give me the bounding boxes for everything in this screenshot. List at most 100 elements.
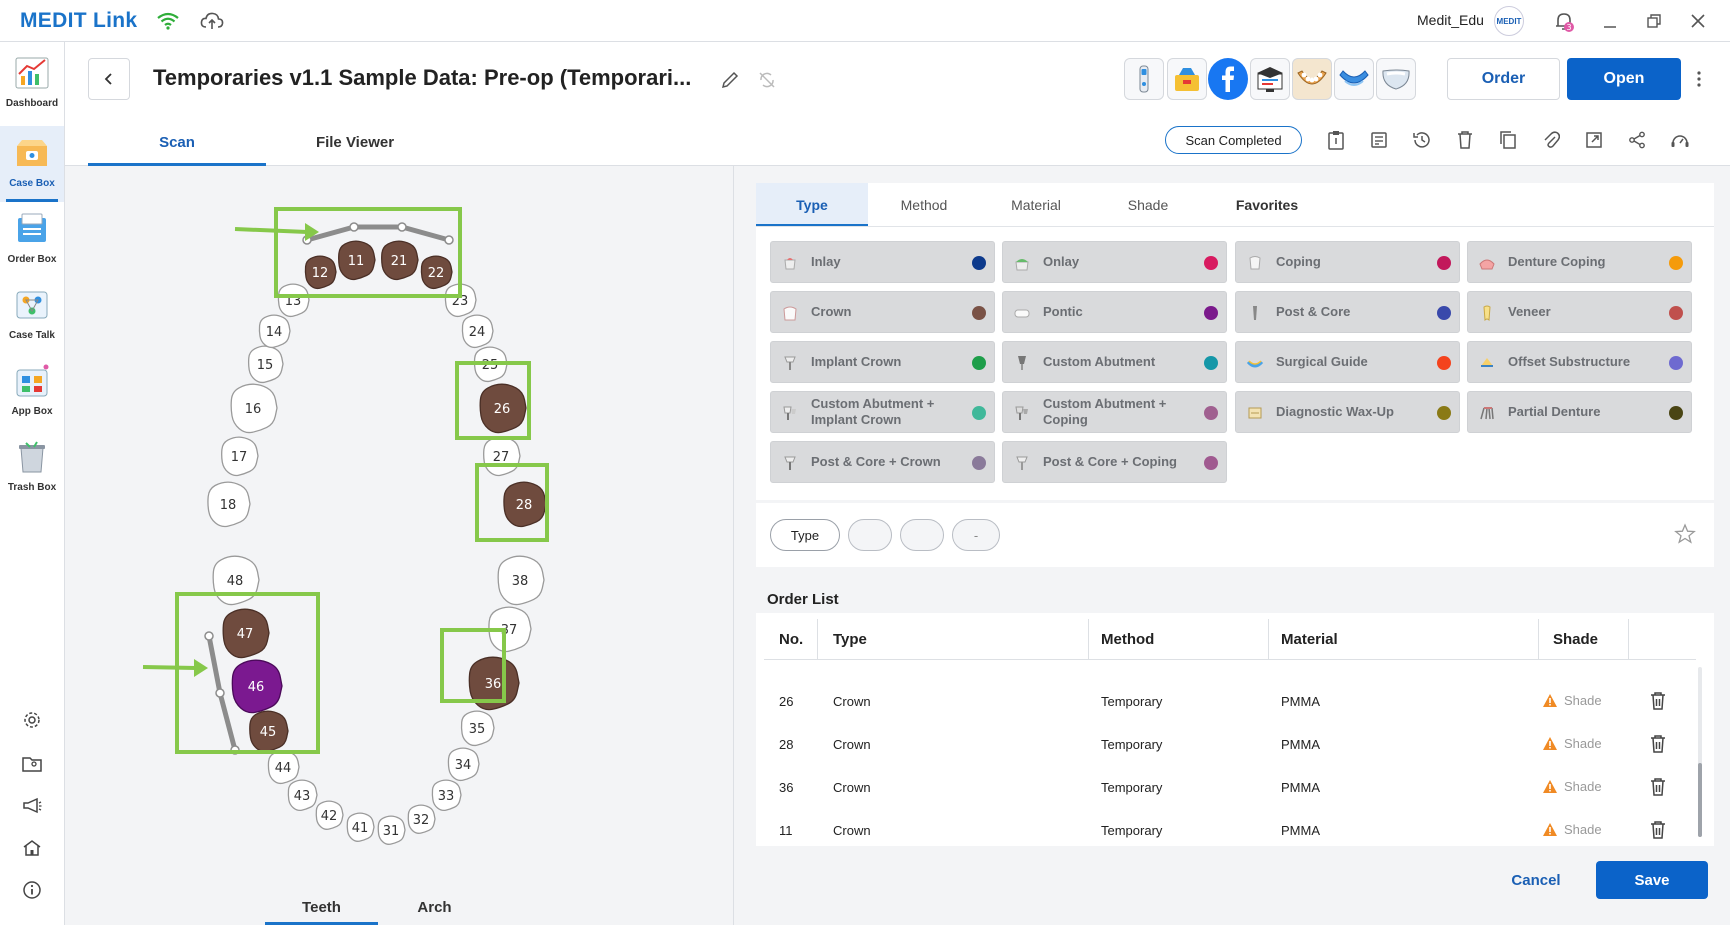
type-option-veneer[interactable]: Veneer — [1467, 291, 1692, 333]
username[interactable]: Medit_Edu — [1417, 12, 1484, 28]
tooth-21[interactable]: 21 — [382, 241, 418, 279]
type-option-post-core[interactable]: Post & Core — [1235, 291, 1460, 333]
tooth-12[interactable]: 12 — [305, 256, 336, 288]
save-button[interactable]: Save — [1596, 861, 1708, 899]
tab-scan[interactable]: Scan — [88, 118, 266, 166]
note-icon[interactable] — [1367, 128, 1391, 152]
tooth-46[interactable]: 46 — [232, 660, 282, 712]
tooth-31[interactable]: 31 — [378, 816, 405, 844]
copy-icon[interactable] — [1496, 128, 1520, 152]
facebook-icon[interactable] — [1208, 58, 1248, 100]
close-icon[interactable] — [1686, 9, 1710, 33]
trash-icon[interactable] — [1649, 777, 1667, 797]
sidebar-item-trash-box[interactable]: Trash Box — [0, 430, 64, 506]
subtab-type[interactable]: Type — [756, 183, 868, 226]
tab-teeth[interactable]: Teeth — [265, 889, 378, 925]
tooth-43[interactable]: 43 — [288, 780, 317, 810]
history-icon[interactable] — [1410, 128, 1434, 152]
folder-user-icon[interactable] — [20, 752, 44, 776]
type-option-partial-denture[interactable]: Partial Denture — [1467, 391, 1692, 433]
tooth-24[interactable]: 24 — [462, 315, 493, 347]
type-option-post-core-coping[interactable]: Post & Core + Coping — [1002, 441, 1227, 483]
megaphone-icon[interactable] — [20, 794, 44, 818]
type-option-inlay[interactable]: Inlay — [770, 241, 995, 283]
type-option-pontic[interactable]: Pontic — [1002, 291, 1227, 333]
settings-icon[interactable] — [20, 708, 44, 732]
sidebar-item-case-box[interactable]: Case Box — [0, 126, 64, 202]
type-option-custom-abutment-implant-crown[interactable]: Custom Abutment + Implant Crown — [770, 391, 995, 433]
tooth-15[interactable]: 15 — [249, 346, 283, 382]
subtab-favorites[interactable]: Favorites — [1204, 183, 1330, 226]
tooth-14[interactable]: 14 — [259, 315, 290, 347]
edit-icon[interactable] — [720, 70, 740, 94]
tooth-48[interactable]: 48 — [213, 556, 259, 604]
tooth-44[interactable]: 44 — [268, 751, 299, 783]
delete-icon[interactable] — [1453, 128, 1477, 152]
tooth-47[interactable]: 47 — [223, 609, 269, 657]
shade-cell[interactable]: Shade — [1542, 693, 1602, 708]
tooth-33[interactable]: 33 — [432, 780, 461, 810]
open-button[interactable]: Open — [1567, 58, 1681, 100]
type-option-diagnostic-wax-up[interactable]: Diagnostic Wax-Up — [1235, 391, 1460, 433]
shade-cell[interactable]: Shade — [1542, 779, 1602, 794]
toolbox-app-icon[interactable] — [1167, 58, 1207, 100]
trash-icon[interactable] — [1649, 734, 1667, 754]
support-icon[interactable] — [1668, 128, 1692, 152]
type-option-implant-crown[interactable]: Implant Crown — [770, 341, 995, 383]
filter-chip-shade[interactable]: - — [952, 519, 1000, 551]
unlink-icon[interactable] — [757, 70, 777, 94]
tooth-22[interactable]: 22 — [421, 256, 452, 288]
star-icon[interactable] — [1674, 523, 1696, 545]
attachment-icon[interactable] — [1539, 128, 1563, 152]
tooth-38[interactable]: 38 — [498, 556, 544, 604]
type-option-onlay[interactable]: Onlay — [1002, 241, 1227, 283]
splints-app-icon[interactable] — [1334, 58, 1374, 100]
cloud-sync-icon[interactable] — [200, 10, 224, 32]
tooth-32[interactable]: 32 — [408, 805, 435, 833]
bell-icon[interactable]: 3 — [1552, 9, 1576, 33]
share-icon[interactable] — [1625, 128, 1649, 152]
type-option-surgical-guide[interactable]: Surgical Guide — [1235, 341, 1460, 383]
subtab-material[interactable]: Material — [980, 183, 1092, 226]
sidebar-item-dashboard[interactable]: Dashboard — [0, 46, 64, 122]
info-icon[interactable] — [20, 878, 44, 902]
subtab-method[interactable]: Method — [868, 183, 980, 226]
tooth-chart[interactable]: 1817161514131211 212223242526272838373635… — [65, 166, 734, 886]
tooth-27[interactable]: 27 — [484, 437, 520, 475]
tooth-16[interactable]: 16 — [231, 384, 277, 432]
tab-file-viewer[interactable]: File Viewer — [266, 118, 444, 166]
tooth-13[interactable]: 13 — [278, 284, 309, 316]
tooth-34[interactable]: 34 — [448, 748, 479, 780]
sidebar-item-app-box[interactable]: App Box — [0, 354, 64, 430]
type-option-offset-substructure[interactable]: Offset Substructure — [1467, 341, 1692, 383]
tab-arch[interactable]: Arch — [378, 889, 491, 925]
scrollbar-thumb[interactable] — [1698, 763, 1702, 837]
type-option-custom-abutment[interactable]: Custom Abutment — [1002, 341, 1227, 383]
tooth-41[interactable]: 41 — [347, 813, 374, 841]
trash-icon[interactable] — [1649, 691, 1667, 711]
trash-icon[interactable] — [1649, 820, 1667, 840]
type-option-post-core-crown[interactable]: Post & Core + Crown — [770, 441, 995, 483]
tooth-45[interactable]: 45 — [250, 711, 288, 751]
scanner-app-icon[interactable] — [1124, 58, 1164, 100]
sidebar-item-order-box[interactable]: Order Box — [0, 202, 64, 278]
tooth-26[interactable]: 26 — [480, 384, 526, 432]
denture-app-icon[interactable] — [1376, 58, 1416, 100]
tooth-42[interactable]: 42 — [316, 801, 343, 829]
more-options-icon[interactable] — [1691, 62, 1707, 96]
order-button[interactable]: Order — [1447, 58, 1560, 100]
tooth-35[interactable]: 35 — [462, 711, 494, 745]
type-option-custom-abutment-coping[interactable]: Custom Abutment + Coping — [1002, 391, 1227, 433]
user-avatar[interactable]: MEDIT — [1494, 6, 1524, 36]
clipboard-icon[interactable] — [1324, 128, 1348, 152]
tooth-11[interactable]: 11 — [339, 241, 375, 279]
subtab-shade[interactable]: Shade — [1092, 183, 1204, 226]
minimize-icon[interactable] — [1598, 9, 1622, 33]
type-option-denture-coping[interactable]: Denture Coping — [1467, 241, 1692, 283]
table-row[interactable]: 26 Crown Temporary PMMA Shade — [756, 680, 1706, 723]
education-app-icon[interactable] — [1250, 58, 1290, 100]
type-option-crown[interactable]: Crown — [770, 291, 995, 333]
tooth-17[interactable]: 17 — [222, 437, 258, 475]
model-builder-icon[interactable] — [1292, 58, 1332, 100]
sidebar-item-case-talk[interactable]: Case Talk — [0, 278, 64, 354]
